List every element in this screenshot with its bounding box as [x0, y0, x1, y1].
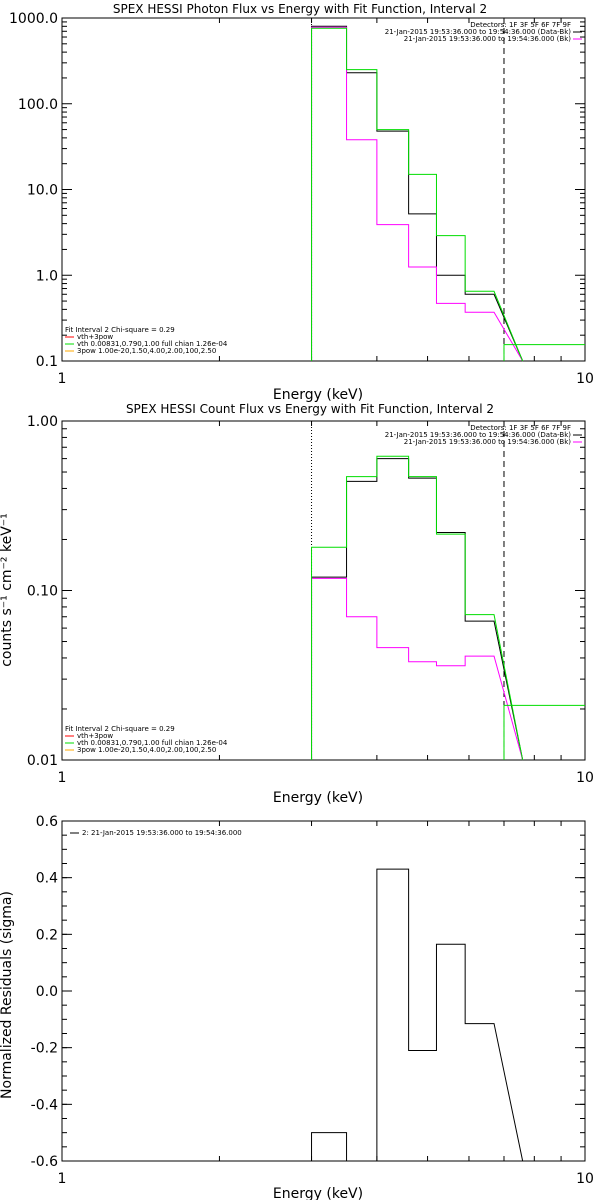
legend-entry: 21-Jan-2015 19:53:36.000 to 19:54:36.000…: [385, 28, 572, 36]
y-tick-label: -0.6: [31, 1154, 58, 1170]
x-axis-label: Energy (keV): [273, 387, 363, 403]
legend-entry: Detectors: 1F 3F 5F 6F 7F 9F: [470, 424, 571, 432]
legend-entry: vth+3pow: [77, 333, 113, 341]
y-tick-label: 100.0: [18, 97, 58, 113]
x-axis-label: Energy (keV): [273, 1186, 363, 1200]
legend-entry: 21-Jan-2015 19:53:36.000 to 19:54:36.000…: [385, 431, 572, 439]
y-tick-label: 1.00: [27, 414, 58, 430]
panel-title: SPEX HESSI Photon Flux vs Energy with Fi…: [113, 2, 487, 16]
x-tick-label: 1: [58, 1171, 67, 1187]
y-axis-label: counts s⁻¹ cm⁻² keV⁻¹: [0, 513, 15, 667]
legend-entry: Fit Interval 2 Chi-square = 0.29: [65, 326, 175, 334]
y-tick-label: 0.4: [36, 871, 58, 887]
legend-entry: 21-Jan-2015 19:53:36.000 to 19:54:36.000…: [404, 438, 572, 446]
photon-flux-panel: SPEX HESSI Photon Flux vs Energy with Fi…: [9, 2, 594, 403]
x-tick-label: 10: [576, 770, 594, 786]
series-step-line: [311, 26, 524, 362]
residuals-panel: Energy (keV) Normalized Residuals (sigma…: [0, 814, 594, 1200]
x-tick-label: 10: [576, 1171, 594, 1187]
y-axis-label: Normalized Residuals (sigma): [0, 891, 15, 1099]
series-step-line: [311, 27, 524, 362]
x-axis-label: Energy (keV): [273, 790, 363, 806]
count-flux-panel: SPEX HESSI Count Flux vs Energy with Fit…: [0, 402, 594, 806]
x-tick-label: 10: [576, 371, 594, 387]
model-tail-line: [503, 704, 585, 760]
legend-entry: vth 0.00831,0.790,1.00 full chian 1.26e-…: [77, 340, 228, 348]
y-tick-label: -0.4: [31, 1097, 58, 1113]
legend-entry: 2: 21-Jan-2015 19:53:36.000 to 19:54:36.…: [82, 829, 242, 837]
y-tick-label: 0.01: [27, 753, 58, 769]
series-step-line: [311, 455, 524, 761]
plot-frame: [61, 17, 586, 362]
series-step-line: [311, 577, 524, 761]
x-tick-label: 1: [58, 371, 67, 387]
series-step-line: [311, 458, 524, 761]
plot-frame: [61, 420, 586, 761]
model-tail-line: [503, 344, 585, 361]
series-step-line: [311, 868, 524, 1162]
x-tick-label: 1: [58, 770, 67, 786]
y-tick-label: 0.0: [36, 984, 58, 1000]
series-step-line: [311, 25, 524, 362]
legend-entry: 3pow 1.00e-20,1.50,4.00,2.00,100,2.50: [77, 347, 216, 355]
legend-entry: Fit Interval 2 Chi-square = 0.29: [65, 725, 175, 733]
y-tick-label: 0.6: [36, 814, 58, 830]
plot-frame: [61, 820, 586, 1162]
legend-entry: vth+3pow: [77, 732, 113, 740]
y-tick-label: 0.2: [36, 927, 58, 943]
panel-title: SPEX HESSI Count Flux vs Energy with Fit…: [126, 402, 494, 416]
y-tick-label: -0.2: [31, 1041, 58, 1057]
legend-entry: vth 0.00831,0.790,1.00 full chian 1.26e-…: [77, 739, 228, 747]
legend-entry: 21-Jan-2015 19:53:36.000 to 19:54:36.000…: [404, 35, 572, 43]
y-tick-label: 0.1: [36, 354, 58, 370]
y-tick-label: 0.10: [27, 584, 58, 600]
y-tick-label: 1000.0: [9, 11, 58, 27]
legend-entry: 3pow 1.00e-20,1.50,4.00,2.00,100,2.50: [77, 746, 216, 754]
y-tick-label: 10.0: [27, 183, 58, 199]
legend-entry: Detectors: 1F 3F 5F 6F 7F 9F: [470, 21, 571, 29]
y-tick-label: 1.0: [36, 268, 58, 284]
